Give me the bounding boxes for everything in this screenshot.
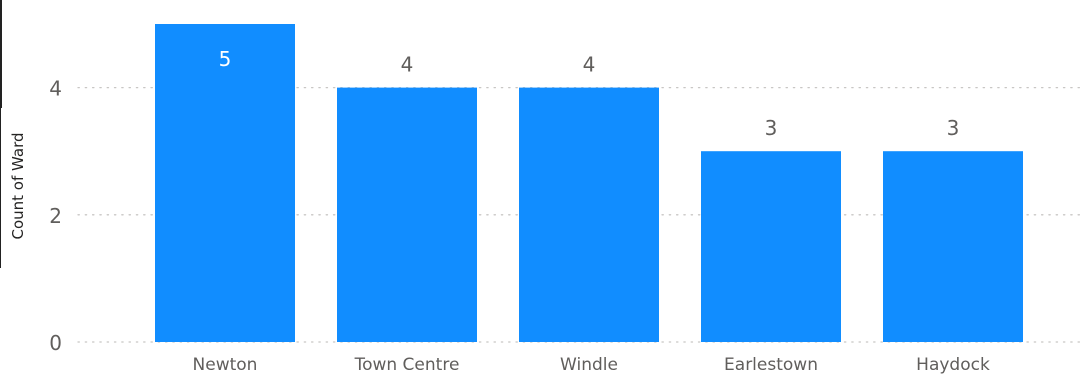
y-tick-label: 2	[49, 204, 62, 228]
y-tick-label: 4	[49, 77, 62, 101]
data-label: 4	[583, 53, 596, 77]
left-edge-rule-lower	[0, 108, 1, 268]
bar	[519, 87, 659, 342]
bar	[701, 151, 841, 342]
left-edge-rule	[0, 0, 2, 108]
x-tick-label: Newton	[193, 355, 258, 375]
bar	[337, 87, 477, 342]
data-label: 5	[219, 47, 232, 71]
x-tick-label: Windle	[560, 355, 618, 375]
bar	[155, 24, 295, 342]
x-tick-label: Earlestown	[724, 355, 818, 375]
bar	[883, 151, 1023, 342]
x-tick-label: Town Centre	[354, 355, 460, 375]
data-label: 3	[947, 116, 960, 140]
y-tick-label: 0	[49, 331, 62, 355]
data-label: 3	[765, 116, 778, 140]
data-label: 4	[401, 53, 414, 77]
x-tick-label: Haydock	[916, 355, 990, 375]
